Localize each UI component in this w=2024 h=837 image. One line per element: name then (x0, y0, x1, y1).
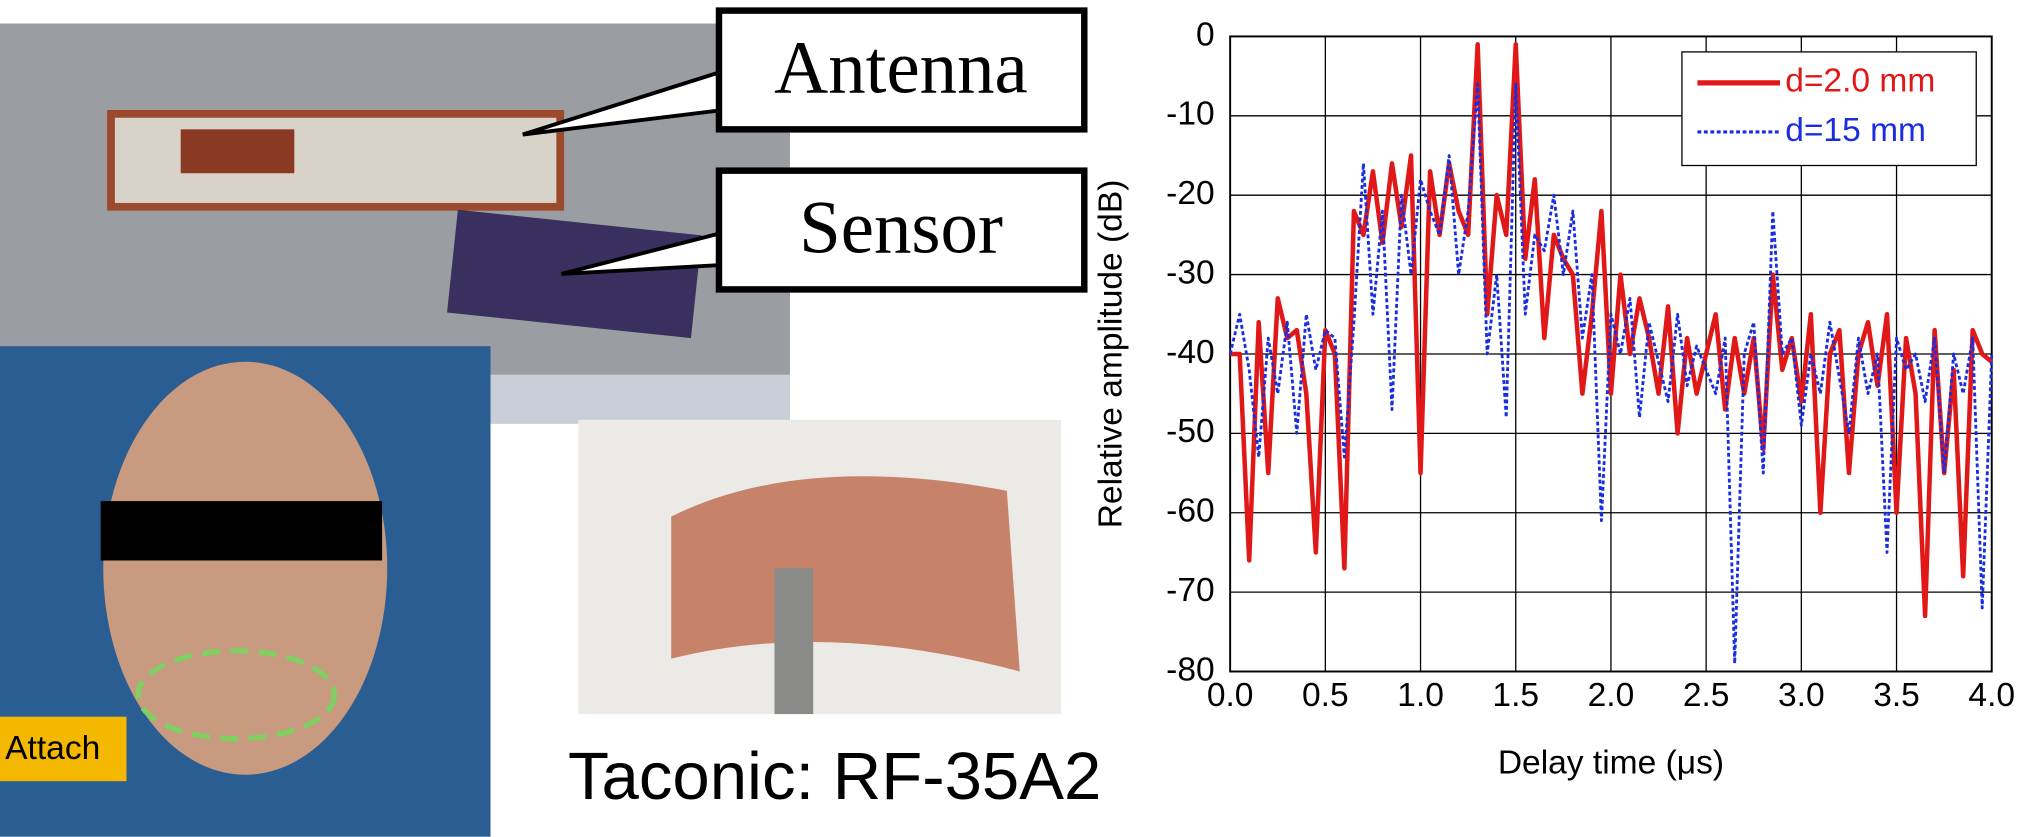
y-tick-label: -10 (1166, 96, 1215, 133)
legend-label: d=15 mm (1785, 112, 1926, 149)
legend-label: d=2.0 mm (1785, 63, 1935, 100)
y-tick-label: -50 (1166, 413, 1215, 450)
antenna-patch (180, 129, 295, 174)
sensor-callout (715, 167, 1088, 293)
chart: -80 -70 -60 -50 -40 -30 -20 -10 0 0.0 0.5 1.0 1.5 2.0… (1093, 16, 2016, 781)
series-line (1230, 42, 1994, 619)
antenna-label: Antenna (774, 26, 1028, 109)
bent-antenna (671, 476, 1020, 672)
antenna-board (107, 109, 565, 211)
y-tick-label: -40 (1166, 334, 1215, 371)
x-tick-label: 2.5 (1683, 677, 1730, 714)
y-tick-label: -30 (1166, 254, 1215, 291)
series-line (1228, 82, 1994, 665)
y-tick-label: -80 (1166, 651, 1215, 688)
legend-box (1681, 51, 1977, 167)
y-tick-label: -20 (1166, 175, 1215, 212)
attach-box (0, 716, 127, 782)
y-tick-label: -70 (1166, 572, 1215, 609)
x-tick-label: 1.5 (1492, 677, 1539, 714)
y-tick-label: 0 (1196, 16, 1215, 53)
x-tick-label: 2.0 (1588, 677, 1635, 714)
sensor-label: Sensor (799, 186, 1003, 269)
eye-bar (100, 501, 383, 561)
x-tick-label: 1.0 (1397, 677, 1444, 714)
x-tick-label: 3.5 (1873, 677, 1920, 714)
x-tick-label: 0.0 (1207, 677, 1254, 714)
antenna-callout (715, 7, 1088, 133)
x-tick-label: 3.0 (1778, 677, 1825, 714)
x-tick-label: 4.0 (1968, 677, 2015, 714)
cable (774, 568, 814, 715)
x-axis-label: Delay time (μs) (1498, 744, 1724, 781)
y-tick-label: -60 (1166, 493, 1215, 530)
material-label: Taconic: RF-35A2 (568, 739, 1101, 814)
y-axis-label: Relative amplitude (dB) (1093, 180, 1130, 529)
x-tick-label: 0.5 (1302, 677, 1349, 714)
mouth-marker (135, 648, 337, 742)
attach-label: Attach (5, 730, 100, 767)
ruler (490, 374, 790, 424)
